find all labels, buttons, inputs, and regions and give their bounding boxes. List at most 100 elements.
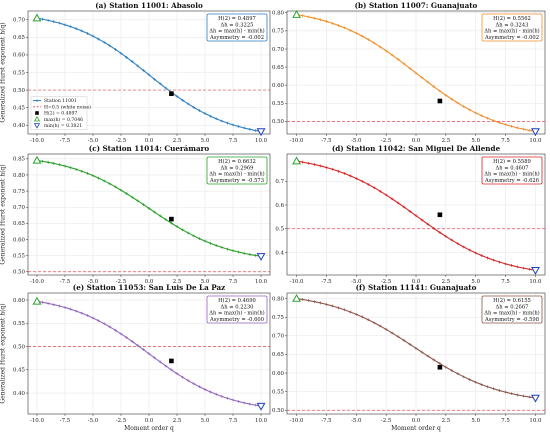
hq-point (125, 55, 128, 59)
legend-swatch-h2 (35, 111, 39, 115)
hq-point (158, 360, 162, 364)
hq-point (153, 210, 157, 214)
hq-point (528, 395, 531, 399)
stats-box (206, 295, 268, 324)
x-tick-label: -5.0 (88, 138, 99, 144)
hq-point (307, 299, 310, 302)
hq-point (248, 402, 252, 406)
stats-line: Δh = 0.3243 (496, 22, 529, 28)
y-tick-label: 0.60 (13, 53, 26, 59)
hq-point (119, 332, 123, 336)
hq-point (80, 169, 84, 173)
h2-marker (169, 91, 174, 96)
hq-point (444, 93, 448, 97)
x-tick-label: 2.5 (173, 279, 182, 285)
hq-point (63, 23, 67, 27)
hq-point (57, 163, 61, 167)
legend-swatch-min (33, 123, 41, 129)
hq-point (69, 307, 72, 311)
y-tick-label: 0.60 (13, 237, 26, 243)
hq-point (85, 32, 89, 35)
hq-point (486, 116, 490, 120)
hq-point (102, 40, 106, 44)
x-tick-label: 5.0 (201, 418, 210, 424)
hq-point (220, 119, 224, 123)
y-axis-label: Generalized Hurst exponent h(q) (0, 303, 7, 403)
stats-line: Asymmetry = -0.626 (484, 178, 539, 184)
hq-point (384, 328, 388, 331)
hq-point (97, 176, 100, 180)
hq-point (102, 179, 106, 183)
x-tick-label: -7.5 (321, 279, 332, 285)
x-tick-label: 7.5 (501, 418, 510, 424)
x-tick-label: 5.0 (201, 138, 210, 144)
hq-point (474, 380, 478, 384)
hq-point (408, 67, 412, 70)
hq-point (390, 331, 394, 335)
hq-point (432, 85, 436, 89)
hq-point (313, 16, 316, 20)
hq-point (444, 235, 448, 238)
hq-point (63, 164, 67, 168)
hq-point (74, 309, 78, 313)
hq-point (319, 301, 322, 305)
hq-point (113, 48, 117, 51)
hq-point (198, 385, 201, 389)
hq-point (41, 300, 44, 304)
stats-box (206, 13, 268, 42)
hq-point (147, 73, 151, 77)
stats-line: Δh = 0.2230 (221, 304, 254, 310)
x-tick-label: 10.0 (255, 279, 268, 285)
y-tick-label: 0.60 (13, 298, 26, 304)
hq-point (330, 167, 334, 171)
hq-point (192, 234, 196, 238)
hq-point (492, 258, 496, 262)
hq-point (390, 53, 394, 57)
stats-line: Δh = 0.4607 (496, 165, 529, 171)
stats-line: H(2) = 0.5562 (493, 15, 531, 22)
hq-point (192, 105, 196, 109)
hq-point (153, 356, 157, 360)
x-tick-label: -10.0 (290, 138, 304, 144)
x-axis-label: Moment order q (391, 425, 441, 432)
hq-point (360, 179, 364, 183)
hq-point (516, 265, 519, 269)
hq-point (498, 121, 502, 125)
hq-point (516, 126, 519, 130)
stats-line: Δh = max(h) - min(h) (484, 171, 539, 178)
legend-box (30, 96, 88, 130)
hq-point (426, 354, 430, 358)
hq-point (420, 76, 424, 80)
y-tick-label: 0.80 (13, 173, 26, 179)
hq-point (516, 393, 519, 397)
hq-point (153, 77, 157, 81)
hq-point (226, 121, 229, 125)
x-tick-label: 7.5 (501, 138, 510, 144)
hq-point (336, 24, 340, 27)
stats-line: Asymmetry = -0.002 (484, 35, 539, 41)
x-tick-label: -5.0 (88, 418, 99, 424)
hq-point (41, 17, 44, 21)
hq-point (384, 49, 388, 53)
hq-point (336, 306, 340, 310)
hq-point (301, 298, 304, 301)
hq-point (80, 311, 84, 315)
hq-point (342, 26, 346, 30)
hq-point (209, 241, 213, 245)
hq-point (125, 336, 128, 339)
stats-box (481, 156, 543, 185)
y-tick-label: 0.65 (13, 35, 26, 41)
stats-line: Δh = 0.2667 (496, 304, 529, 310)
min-marker (256, 402, 266, 411)
hq-point (450, 238, 454, 242)
x-tick-label: 0.0 (412, 138, 421, 144)
x-tick-label: 10.0 (529, 138, 542, 144)
hq-point (46, 302, 50, 305)
x-tick-label: 10.0 (255, 138, 268, 144)
y-tick-label: 0.7 (275, 179, 284, 185)
hq-point (130, 60, 134, 63)
hq-point (181, 228, 185, 232)
hq-point (486, 256, 490, 260)
chart-panel-3: (c) Station 11014: Cuerámaro -10.0 -7.5 -5.… (0, 144, 271, 285)
stats-box (206, 156, 268, 185)
